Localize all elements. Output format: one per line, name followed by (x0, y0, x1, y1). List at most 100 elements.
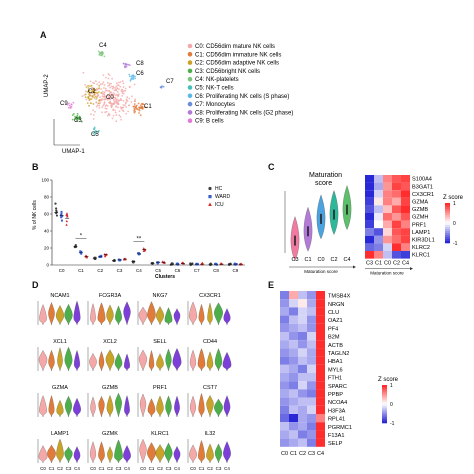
umap-point-c2 (87, 96, 89, 99)
c-heat-cell (392, 235, 401, 244)
b-point-hc (209, 263, 212, 267)
umap-point-c0 (112, 109, 114, 112)
umap-point-c7 (160, 86, 163, 89)
umap-point-c0 (128, 85, 131, 88)
e-heat-col-c2: C2 (299, 451, 306, 457)
panel-label-c: C (268, 162, 275, 172)
umap-point-c5 (94, 129, 97, 132)
d-violin-gzmk-c0 (89, 441, 97, 464)
panel-label-d: D (32, 280, 39, 290)
d-x-label-c3: C3 (216, 466, 222, 471)
d-violin-nkg7-c2 (156, 306, 164, 326)
c-heat-cell (374, 190, 383, 198)
e-heat-gene-rpl41: RPL41 (328, 417, 345, 423)
umap-cluster-label-c7: C7 (166, 79, 174, 85)
e-heat-cell (280, 430, 289, 439)
umap-point-c0 (92, 118, 95, 120)
e-heat-cell (307, 291, 316, 300)
umap-point-c0 (115, 85, 118, 87)
umap-point-c5 (93, 128, 96, 131)
d-violin-gzmk-c1 (98, 441, 105, 464)
umap-point-c0 (102, 81, 105, 83)
e-heat-cell (298, 348, 307, 357)
umap-point-c0 (104, 89, 107, 92)
umap-legend: C0: CD56dim mature NK cells C1: CD56dim i… (187, 43, 293, 125)
umap-point-c4 (98, 51, 101, 54)
umap-point-c9 (66, 103, 69, 106)
c-heat-gene-lamp1: LAMP1 (412, 230, 430, 236)
umap-y-label: UMAP-2 (44, 74, 50, 97)
c-violin-label-c2: C2 (330, 257, 337, 263)
b-y-label: % of NK cells (32, 200, 38, 230)
umap-point-c4 (100, 52, 103, 54)
e-heat-cell (289, 373, 298, 382)
c-heat-cell (383, 205, 392, 213)
umap-point-c3 (71, 118, 74, 121)
e-colorbar-step (382, 394, 387, 397)
d-gene-label-cx3cr1: CX3CR1 (199, 293, 221, 299)
umap-point-c0 (115, 100, 117, 103)
umap-point-c0 (99, 83, 102, 86)
umap-point-c2 (85, 86, 88, 88)
umap-point-c0 (111, 87, 114, 90)
umap-point-c6 (128, 73, 131, 76)
umap-point-c2 (97, 102, 100, 105)
umap-point-c4 (98, 53, 101, 56)
d-violin-ncam1-c4 (73, 300, 81, 326)
d-violin-prf1-c3 (165, 395, 172, 418)
c-heat-cell (401, 235, 410, 244)
e-heat-gene-h3f3a: H3F3A (328, 408, 346, 414)
e-heat-cell (289, 356, 298, 365)
umap-point-c0 (110, 82, 112, 85)
umap-point-c9 (69, 107, 72, 109)
umap-point-c0 (120, 118, 123, 121)
umap-point-c2 (89, 85, 91, 87)
e-heat-cell (307, 414, 316, 423)
umap-point-c6 (129, 79, 132, 82)
d-x-label-c0: C0 (140, 466, 146, 471)
d-x-label-c0: C0 (90, 466, 96, 471)
d-violin-prf1-c1 (147, 398, 156, 418)
d-violin-klrc1-c4 (173, 445, 181, 464)
umap-point-c9 (72, 101, 75, 104)
umap-point-c2 (92, 103, 95, 105)
e-heat-cell (280, 323, 289, 332)
e-heat-cell (280, 356, 289, 365)
c-heat-cell (392, 190, 401, 198)
d-violin-cx3cr1-c1 (198, 303, 205, 326)
e-heat-cell (307, 315, 316, 324)
umap-point-c0 (110, 96, 112, 99)
c-violin-box (294, 235, 296, 246)
umap-point-c2 (98, 91, 100, 93)
d-violin-gzmb-c4 (124, 395, 130, 418)
umap-point-c0 (95, 101, 98, 104)
umap-point-c2 (91, 96, 94, 98)
umap-point-c0 (103, 87, 105, 89)
umap-point-c5 (94, 133, 97, 136)
umap-point-c0 (122, 110, 125, 113)
e-heat-cell (316, 397, 325, 406)
umap-point-c0 (115, 114, 118, 116)
d-violin-prf1-c2 (156, 395, 164, 418)
umap-cluster-label-c2: C2 (88, 89, 96, 95)
e-colorbar-step (382, 402, 387, 405)
umap-point-c0 (125, 112, 127, 115)
e-heat-cell (289, 364, 298, 373)
umap-point-c1 (134, 110, 136, 113)
c-heat-cell (392, 228, 401, 236)
umap-point-c0 (101, 106, 104, 109)
umap-point-c0 (94, 110, 96, 113)
d-x-label-c1: C1 (199, 466, 205, 471)
e-heat-cell (307, 348, 316, 357)
e-heat-cell (289, 397, 298, 406)
e-colorbar-step (382, 404, 387, 407)
c-heat-gene-gzma: GZMA (412, 200, 428, 206)
d-violin-gzmb-c1 (98, 395, 105, 418)
c-heat-gene-prf1: PRF1 (412, 222, 426, 228)
e-heat-cell (298, 430, 307, 439)
c-heat-cell (365, 182, 374, 191)
e-heat-gene-sparc: SPARC (328, 384, 347, 390)
umap-point-c5 (92, 132, 95, 135)
umap-point-c0 (110, 93, 113, 96)
c-colorbar-step (445, 217, 450, 220)
